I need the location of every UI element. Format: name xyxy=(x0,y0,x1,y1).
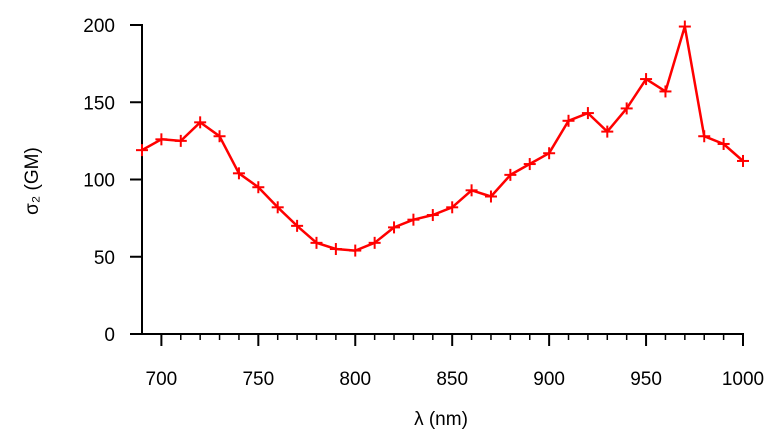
data-point-marker xyxy=(291,219,304,232)
data-point-marker xyxy=(465,184,478,197)
data-point-marker xyxy=(698,130,711,143)
data-point-marker xyxy=(155,133,168,146)
y-tick-label: 200 xyxy=(83,16,115,37)
data-point-marker xyxy=(737,154,749,167)
data-point-marker xyxy=(252,181,265,194)
data-point-marker xyxy=(601,125,614,138)
x-tick-label: 750 xyxy=(242,369,274,390)
x-tick-label: 900 xyxy=(533,369,565,390)
data-point-marker xyxy=(194,116,207,129)
x-tick-label: 850 xyxy=(436,369,468,390)
data-point-marker xyxy=(174,134,187,147)
x-axis-ticks: 700 750 800 850 900 950 1000 xyxy=(146,334,764,390)
x-tick-label: 700 xyxy=(146,369,178,390)
data-point-marker xyxy=(581,107,594,120)
series-layer xyxy=(136,20,749,257)
data-point-marker xyxy=(620,102,633,115)
data-point-marker xyxy=(368,236,381,249)
data-point-marker xyxy=(543,147,556,160)
data-point-marker xyxy=(349,244,362,257)
data-point-marker xyxy=(446,201,459,214)
data-point-marker xyxy=(426,209,439,222)
data-point-marker xyxy=(232,167,245,180)
series-line xyxy=(141,25,744,252)
x-tick-label: 950 xyxy=(630,369,662,390)
data-point-marker xyxy=(407,213,420,226)
data-point-marker xyxy=(504,168,517,181)
data-point-marker xyxy=(329,243,342,256)
data-point-marker xyxy=(310,236,323,249)
y-axis-label: σ₂ (GM) xyxy=(22,147,43,215)
data-point-marker xyxy=(640,73,653,86)
y-tick-label: 100 xyxy=(83,171,115,192)
x-tick-label: 1000 xyxy=(722,369,764,390)
y-tick-label: 50 xyxy=(94,248,115,269)
data-point-marker xyxy=(523,158,536,171)
data-point-marker xyxy=(271,201,284,214)
data-point-marker xyxy=(136,144,148,157)
x-tick-label: 800 xyxy=(339,369,371,390)
data-point-marker xyxy=(484,190,497,203)
y-tick-label: 0 xyxy=(104,325,115,346)
data-point-marker xyxy=(562,114,575,127)
data-point-marker xyxy=(717,137,730,150)
data-point-marker xyxy=(659,85,672,98)
data-point-marker xyxy=(213,130,226,143)
axes xyxy=(141,24,744,335)
y-axis-ticks: 0 50 100 150 200 xyxy=(83,16,142,346)
x-axis-label: λ (nm) xyxy=(414,409,468,430)
data-point-marker xyxy=(678,20,691,33)
data-point-marker xyxy=(388,221,401,234)
y-tick-label: 150 xyxy=(83,93,115,114)
